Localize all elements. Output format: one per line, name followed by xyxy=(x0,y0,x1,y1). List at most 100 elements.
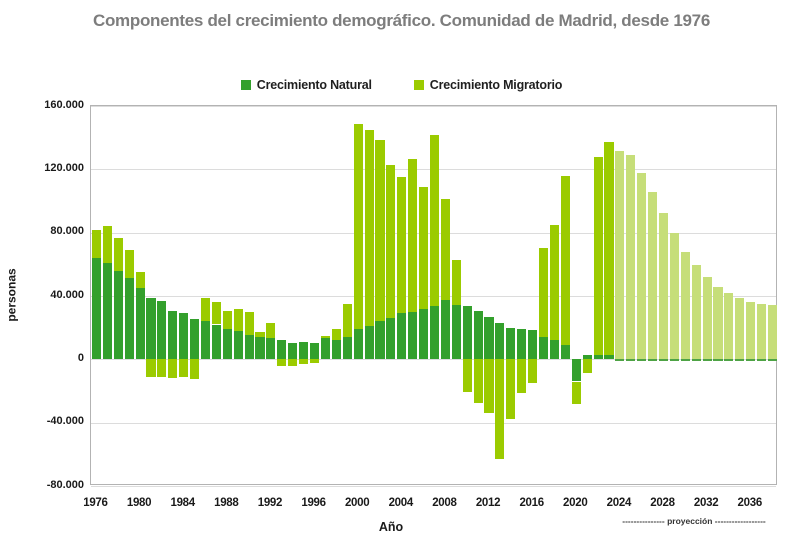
bar-natural-1985 xyxy=(190,318,200,360)
bar-migratorio-1994 xyxy=(288,359,298,366)
x-tick-label: 2008 xyxy=(432,497,457,509)
bar-migratorio-1995 xyxy=(299,359,309,365)
bar-natural-2001 xyxy=(364,326,374,360)
bar-migratorio-2018 xyxy=(549,224,559,341)
bar-natural-1992 xyxy=(266,337,276,360)
bar-migratorio-1997 xyxy=(320,335,330,338)
x-tick-label: 2012 xyxy=(475,497,501,509)
bar-natural-2006 xyxy=(419,308,429,360)
bar-migratorio-2035 xyxy=(735,298,745,360)
bar-natural-2017 xyxy=(538,337,549,360)
bar-natural-1982 xyxy=(157,300,167,360)
bar-natural-1979 xyxy=(124,277,134,360)
bar-migratorio-2021 xyxy=(582,359,592,373)
bar-migratorio-1986 xyxy=(200,298,211,322)
bar-natural-1981 xyxy=(146,298,156,360)
bar-natural-1984 xyxy=(179,312,189,360)
bar-natural-1983 xyxy=(168,311,178,360)
bar-migratorio-2029 xyxy=(669,233,679,360)
bar-migratorio-2022 xyxy=(593,156,603,355)
bar-natural-1996 xyxy=(309,342,320,360)
bar-natural-2025 xyxy=(626,359,636,361)
bar-natural-2029 xyxy=(669,359,679,361)
bar-migratorio-1992 xyxy=(266,322,276,338)
bar-migratorio-1985 xyxy=(190,359,200,380)
bar-natural-2010 xyxy=(462,306,472,360)
bar-migratorio-1977 xyxy=(102,225,112,263)
bar-migratorio-2000 xyxy=(353,124,363,330)
bar-natural-2007 xyxy=(429,306,440,360)
bar-migratorio-2032 xyxy=(702,277,712,360)
x-tick-label: 2024 xyxy=(606,497,632,509)
bar-natural-2011 xyxy=(473,311,483,360)
bar-migratorio-2033 xyxy=(713,286,723,360)
bar-natural-1998 xyxy=(331,340,341,360)
bar-natural-1988 xyxy=(222,329,232,360)
bar-migratorio-2031 xyxy=(691,265,701,360)
bar-migratorio-1990 xyxy=(244,311,254,335)
gridline xyxy=(91,359,776,361)
bar-natural-1978 xyxy=(113,270,123,360)
plot-area xyxy=(90,105,778,487)
bar-migratorio-2016 xyxy=(528,359,538,384)
bar-migratorio-1981 xyxy=(146,359,156,377)
y-tick-label: -40.000 xyxy=(46,415,84,428)
legend-item-natural: Crecimiento Natural xyxy=(240,78,372,92)
x-tick-label: 1992 xyxy=(257,497,283,509)
bar-natural-1976 xyxy=(91,258,101,360)
x-tick-label: 2028 xyxy=(650,497,675,509)
bar-natural-2000 xyxy=(353,329,363,360)
bar-natural-2022 xyxy=(593,354,603,360)
bar-migratorio-2003 xyxy=(386,164,396,319)
bar-migratorio-1976 xyxy=(91,229,101,258)
bar-migratorio-2012 xyxy=(484,359,494,414)
x-tick-label: 2036 xyxy=(737,497,763,509)
bar-natural-2038 xyxy=(767,359,778,361)
y-tick-label: 120.000 xyxy=(44,161,84,174)
bar-migratorio-1993 xyxy=(277,359,287,366)
bar-migratorio-2028 xyxy=(658,212,669,360)
bar-migratorio-2014 xyxy=(506,359,516,420)
bar-migratorio-1978 xyxy=(113,238,123,271)
bar-natural-2018 xyxy=(549,340,559,360)
y-tick-label: 0 xyxy=(77,351,84,364)
chart-title: Componentes del crecimiento demográfico.… xyxy=(93,11,710,30)
bar-natural-2016 xyxy=(528,330,538,360)
bar-migratorio-2020 xyxy=(571,381,581,404)
bar-migratorio-2027 xyxy=(648,192,658,360)
x-tick-label: 2000 xyxy=(344,497,370,509)
bar-natural-2012 xyxy=(484,317,494,360)
bar-migratorio-2010 xyxy=(462,359,472,392)
bar-natural-2005 xyxy=(408,311,418,360)
bar-natural-2035 xyxy=(735,359,745,361)
bar-natural-1991 xyxy=(255,337,265,360)
bar-natural-2008 xyxy=(440,299,450,360)
natural-swatch-icon xyxy=(240,80,251,90)
bar-natural-2026 xyxy=(637,359,647,361)
bar-natural-2027 xyxy=(648,359,658,361)
bar-migratorio-2025 xyxy=(626,155,636,360)
bar-natural-2019 xyxy=(560,345,570,360)
bar-natural-2030 xyxy=(680,359,690,361)
bar-natural-2004 xyxy=(397,313,407,360)
bar-migratorio-2009 xyxy=(451,259,461,305)
bar-natural-2015 xyxy=(517,329,527,360)
bar-migratorio-2005 xyxy=(408,159,418,312)
bar-natural-2032 xyxy=(702,359,712,361)
bar-migratorio-1991 xyxy=(255,332,265,338)
y-tick-label: -80.000 xyxy=(46,478,84,491)
bar-natural-2021 xyxy=(582,355,592,360)
legend-label-migratorio: Crecimiento Migratorio xyxy=(429,78,563,92)
x-axis-title: Año xyxy=(378,520,404,534)
bar-migratorio-2001 xyxy=(364,129,374,327)
bar-natural-2024 xyxy=(615,359,625,361)
legend: Crecimiento Natural Crecimiento Migrator… xyxy=(0,78,803,92)
bar-migratorio-1984 xyxy=(179,359,189,377)
bar-migratorio-2034 xyxy=(724,292,734,360)
bar-natural-2033 xyxy=(713,359,723,361)
x-tick-label: 1980 xyxy=(126,497,152,509)
legend-item-migratorio: Crecimiento Migratorio xyxy=(413,78,563,92)
bar-natural-2031 xyxy=(691,359,701,361)
x-tick-label: 1988 xyxy=(214,497,239,509)
